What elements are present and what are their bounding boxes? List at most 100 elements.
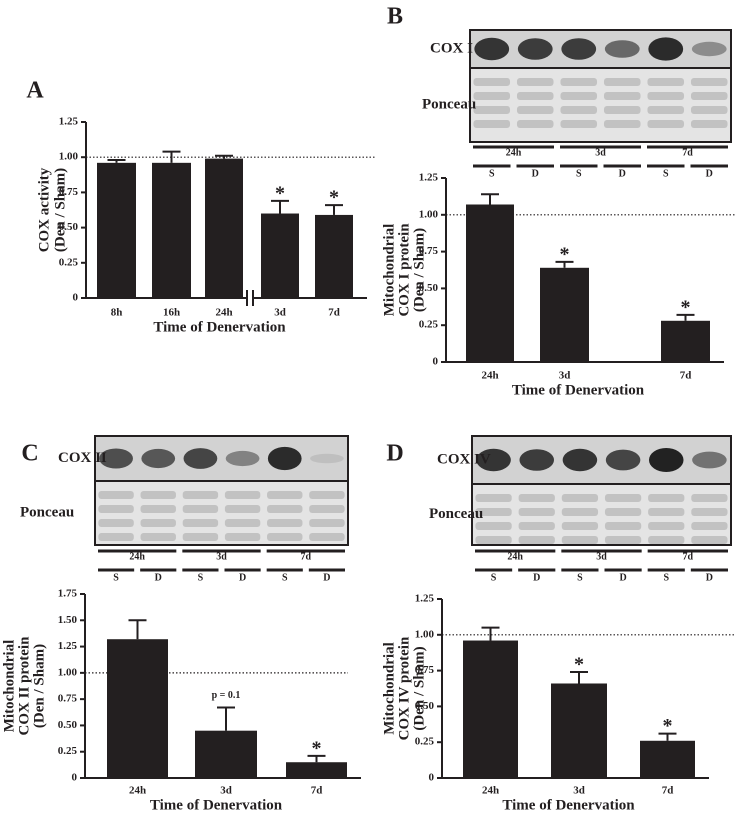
ponceau-band [690, 106, 728, 114]
lane-label: D [706, 168, 713, 179]
blot-band [605, 449, 641, 471]
blot-band [648, 37, 684, 61]
ponceau-band [560, 120, 598, 128]
ponceau-band [475, 494, 512, 502]
y-tick-label: 0 [72, 772, 78, 784]
y-axis-title: (Den / Sham) [52, 168, 68, 252]
x-axis-title: Time of Denervation [512, 382, 645, 398]
ponceau-band [648, 494, 685, 502]
ponceau-band [647, 120, 685, 128]
ponceau-band [690, 78, 728, 86]
y-tick-label: 0 [433, 356, 439, 368]
ponceau-band [690, 120, 728, 128]
bar [463, 640, 518, 778]
group-label: 24h [507, 551, 523, 562]
ponceau-band [516, 106, 554, 114]
bar [97, 162, 136, 298]
y-tick-label: 0.50 [415, 700, 435, 712]
y-tick-label: 0.75 [58, 693, 78, 705]
ponceau-band [603, 106, 641, 114]
y-tick-label: 1.50 [58, 614, 78, 626]
ponceau-band [561, 494, 599, 502]
x-tick-label: 7d [311, 785, 323, 797]
group-label: 24h [129, 551, 145, 562]
blot-band [517, 38, 553, 60]
blot-band [604, 40, 640, 58]
panel-letter: B [387, 4, 403, 30]
blot-row-label: COX I [430, 40, 473, 56]
annotation: * [329, 187, 339, 209]
y-axis-title: COX IV protein [396, 636, 412, 740]
y-axis-title: COX I protein [396, 223, 412, 317]
y-axis-title: (Den / Sham) [411, 228, 427, 312]
ponceau-band [560, 106, 598, 114]
axis-break [246, 290, 254, 306]
annotation: * [312, 738, 322, 760]
y-tick-label: 1.00 [58, 666, 78, 678]
ponceau-band [518, 494, 555, 502]
y-tick-label: 0.50 [59, 221, 79, 233]
group-label: 7d [683, 551, 694, 562]
ponceau-band [604, 494, 642, 502]
annotation: * [681, 296, 691, 318]
ponceau-band [98, 519, 134, 527]
ponceau-band [98, 533, 134, 541]
y-tick-label: 0.50 [419, 282, 439, 294]
ponceau-band [518, 522, 555, 530]
ponceau-band [516, 78, 554, 86]
blot-row-label: Ponceau [422, 96, 476, 112]
blot-band [310, 453, 344, 464]
ponceau-band [603, 120, 641, 128]
annotation: * [663, 715, 673, 737]
y-axis-title: COX activity [36, 167, 52, 252]
ponceau-band [267, 519, 303, 527]
ponceau-band [561, 508, 599, 516]
lane-label: D [706, 572, 713, 583]
x-tick-label: 24h [129, 785, 146, 797]
bar [286, 762, 347, 778]
blot-band [183, 448, 218, 469]
lane-label: S [113, 572, 119, 583]
lane-label: S [491, 572, 497, 583]
y-tick-label: 1.00 [419, 208, 439, 220]
lane-label: D [533, 572, 540, 583]
lane-label: S [282, 572, 288, 583]
ponceau-band [691, 494, 728, 502]
ponceau-band [516, 120, 554, 128]
bar [107, 639, 168, 778]
lane-label: S [663, 168, 669, 179]
ponceau-band [604, 522, 642, 530]
ponceau-band [604, 508, 642, 516]
ponceau-band [309, 533, 345, 541]
ponceau-band [691, 536, 728, 544]
lane-label: S [577, 572, 583, 583]
y-axis-title: (Den / Sham) [411, 646, 427, 730]
lane-label: S [198, 572, 204, 583]
y-tick-label: 1.25 [415, 593, 435, 605]
y-tick-label: 1.25 [419, 172, 439, 184]
ponceau-band [182, 519, 219, 527]
x-tick-label: 7d [680, 370, 692, 382]
ponceau-band [140, 491, 176, 499]
blot-band [519, 449, 555, 471]
bar [640, 740, 695, 778]
ponceau-band [224, 505, 261, 513]
y-tick-label: 1.25 [58, 640, 78, 652]
y-axis-title: Mitochondrial [381, 642, 397, 735]
panel-letter: C [21, 441, 38, 467]
y-axis-title: COX II protein [16, 636, 32, 736]
panel-letter: D [386, 441, 403, 467]
ponceau-band [648, 508, 685, 516]
x-tick-label: 7d [662, 785, 674, 797]
ponceau-band [647, 78, 685, 86]
bar [540, 267, 589, 362]
ponceau-band [140, 519, 176, 527]
ponceau-band [140, 505, 176, 513]
ponceau-band [98, 491, 134, 499]
lane-label: D [619, 168, 626, 179]
ponceau-band [603, 78, 641, 86]
ponceau-band [690, 92, 728, 100]
x-tick-label: 8h [111, 307, 123, 319]
ponceau-band [560, 78, 598, 86]
y-tick-label: 0.75 [59, 186, 79, 198]
